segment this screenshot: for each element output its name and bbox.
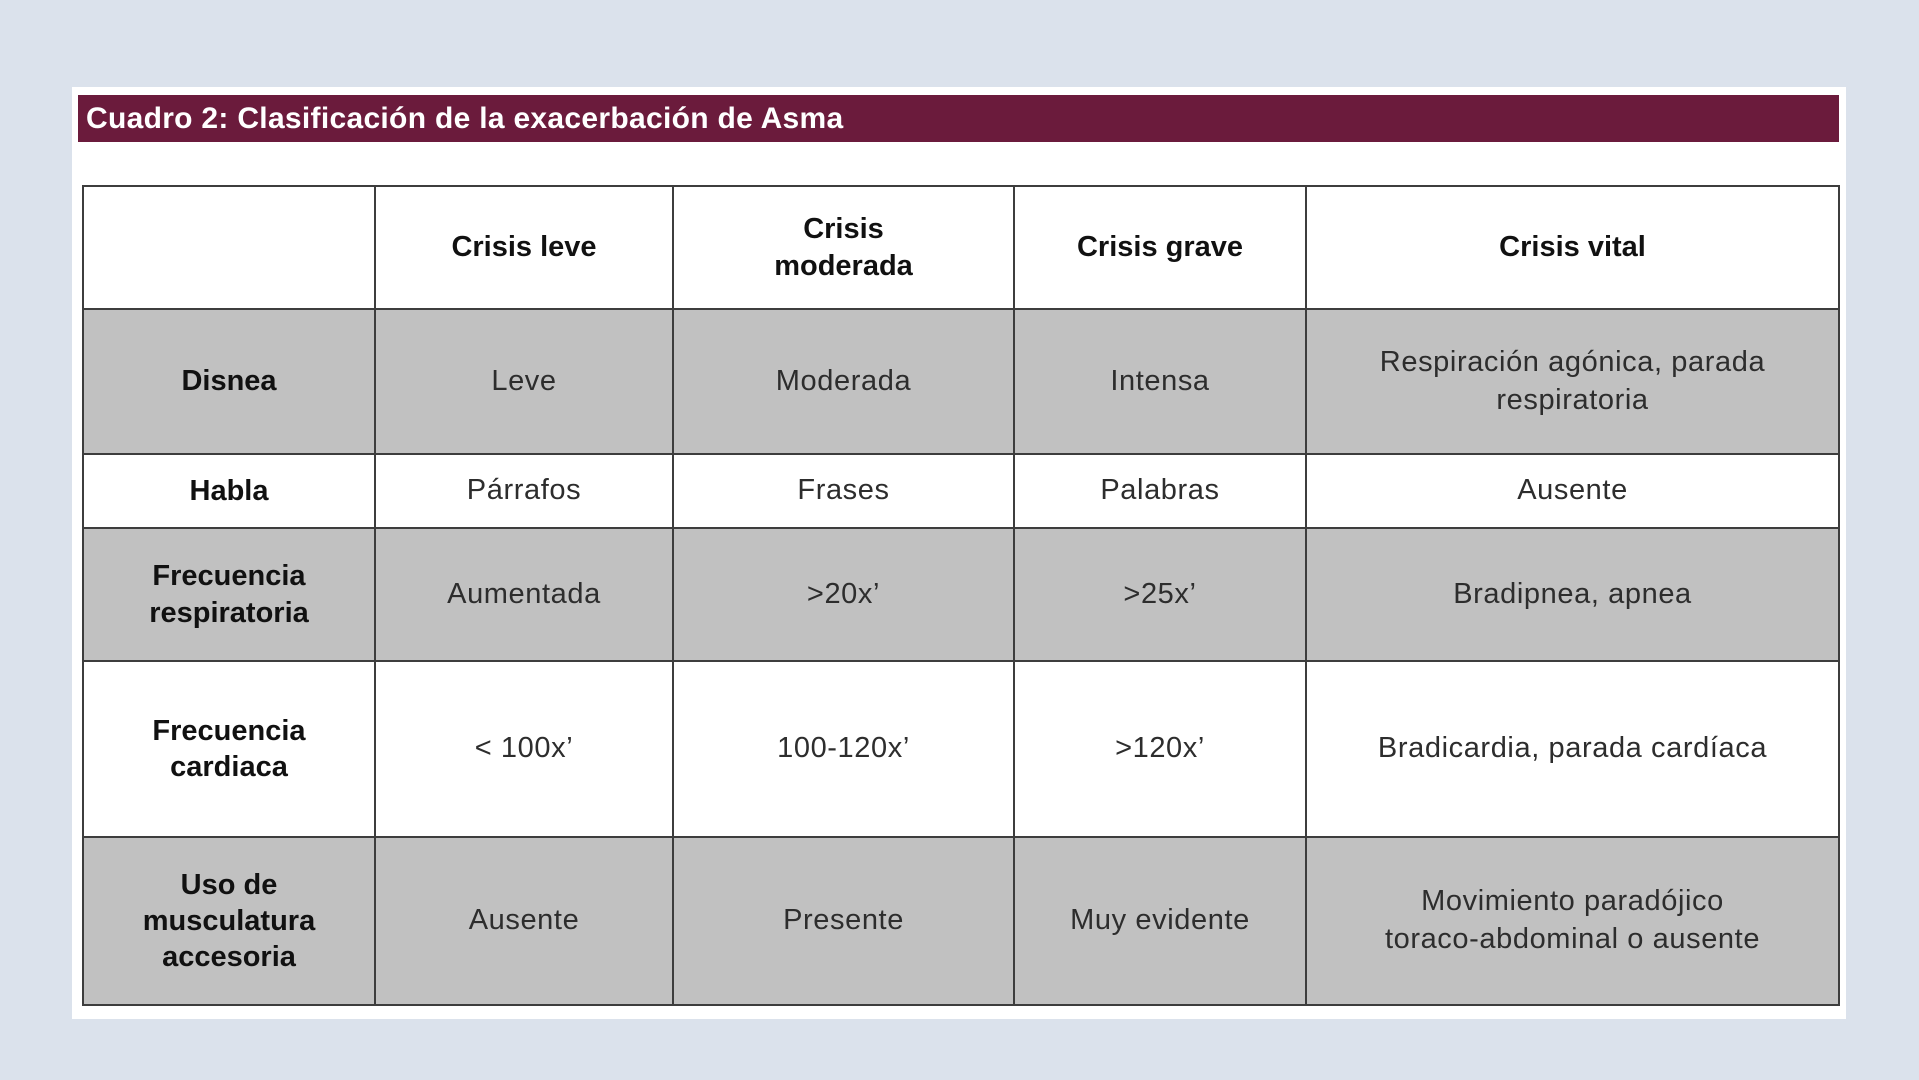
cell-disnea-vital: Respiración agónica, parada respiratoria xyxy=(1305,308,1840,455)
classification-table: Crisis leve Crisis moderada Crisis grave… xyxy=(82,185,1840,1006)
cell-freccard-leve: < 100x’ xyxy=(374,660,674,838)
cell-frecresp-leve: Aumentada xyxy=(374,527,674,662)
cell-frecresp-grave: >25x’ xyxy=(1013,527,1307,662)
column-header-crisis-vital: Crisis vital xyxy=(1305,185,1840,310)
table-row-uso-musculatura: Uso de musculatura accesoria Ausente Pre… xyxy=(82,836,1840,1006)
row-label-frecuencia-cardiaca: Frecuencia cardiaca xyxy=(82,660,376,838)
row-label-uso-musculatura: Uso de musculatura accesoria xyxy=(82,836,376,1006)
cell-frecresp-vital: Bradipnea, apnea xyxy=(1305,527,1840,662)
row-label-habla: Habla xyxy=(82,453,376,529)
cell-habla-grave: Palabras xyxy=(1013,453,1307,529)
table-row-frecuencia-respiratoria: Frecuencia respiratoria Aumentada >20x’ … xyxy=(82,527,1840,662)
cell-freccard-moderada: 100-120x’ xyxy=(672,660,1015,838)
page-title: Cuadro 2: Clasificación de la exacerbaci… xyxy=(86,101,844,135)
cell-disnea-leve: Leve xyxy=(374,308,674,455)
row-label-frecuencia-respiratoria: Frecuencia respiratoria xyxy=(82,527,376,662)
column-header-empty xyxy=(82,185,376,310)
cell-freccard-vital: Bradicardia, parada cardíaca xyxy=(1305,660,1840,838)
cell-uso-grave: Muy evidente xyxy=(1013,836,1307,1006)
column-header-crisis-leve: Crisis leve xyxy=(374,185,674,310)
cell-freccard-grave: >120x’ xyxy=(1013,660,1307,838)
cell-uso-moderada: Presente xyxy=(672,836,1015,1006)
cell-disnea-grave: Intensa xyxy=(1013,308,1307,455)
cell-habla-leve: Párrafos xyxy=(374,453,674,529)
cell-uso-leve: Ausente xyxy=(374,836,674,1006)
cell-frecresp-moderada: >20x’ xyxy=(672,527,1015,662)
cell-uso-vital: Movimiento paradójico toraco-abdominal o… xyxy=(1305,836,1840,1006)
column-header-crisis-moderada: Crisis moderada xyxy=(672,185,1015,310)
cell-habla-moderada: Frases xyxy=(672,453,1015,529)
cell-disnea-moderada: Moderada xyxy=(672,308,1015,455)
cell-habla-vital: Ausente xyxy=(1305,453,1840,529)
table-row-frecuencia-cardiaca: Frecuencia cardiaca < 100x’ 100-120x’ >1… xyxy=(82,660,1840,838)
table-row-habla: Habla Párrafos Frases Palabras Ausente xyxy=(82,453,1840,529)
table-header-row: Crisis leve Crisis moderada Crisis grave… xyxy=(82,185,1840,310)
row-label-disnea: Disnea xyxy=(82,308,376,455)
title-bar: Cuadro 2: Clasificación de la exacerbaci… xyxy=(78,95,1839,142)
column-header-crisis-grave: Crisis grave xyxy=(1013,185,1307,310)
table-row-disnea: Disnea Leve Moderada Intensa Respiración… xyxy=(82,308,1840,455)
